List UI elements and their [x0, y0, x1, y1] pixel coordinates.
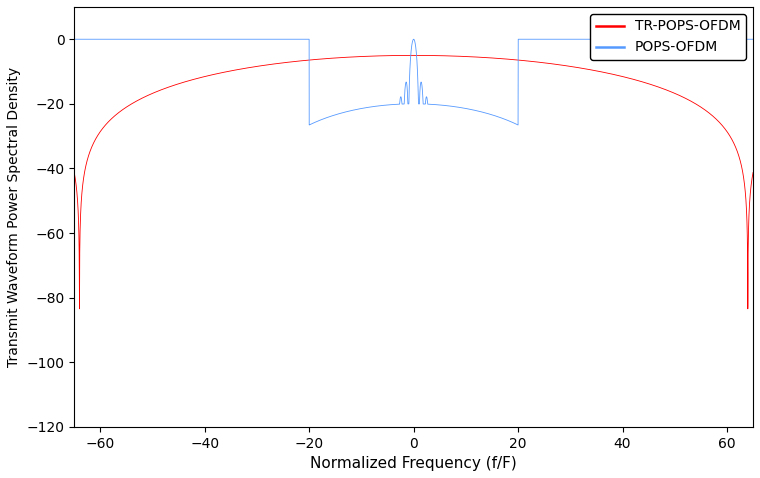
Y-axis label: Transmit Waveform Power Spectral Density: Transmit Waveform Power Spectral Density — [7, 67, 21, 367]
X-axis label: Normalized Frequency (f/F): Normalized Frequency (f/F) — [310, 456, 517, 471]
POPS-OFDM — [104, 36, 113, 42]
TR-POPS-OFDM — [315, 56, 325, 62]
POPS-OFDM — [501, 117, 510, 122]
POPS-OFDM — [749, 36, 758, 42]
Line: POPS-OFDM: POPS-OFDM — [74, 39, 753, 125]
POPS-OFDM — [610, 36, 619, 42]
Line: TR-POPS-OFDM: TR-POPS-OFDM — [74, 55, 753, 309]
POPS-OFDM — [315, 117, 325, 123]
TR-POPS-OFDM — [501, 56, 510, 62]
TR-POPS-OFDM — [409, 53, 418, 58]
TR-POPS-OFDM — [104, 119, 113, 125]
TR-POPS-OFDM — [743, 306, 752, 312]
TR-POPS-OFDM — [70, 170, 79, 175]
POPS-OFDM — [573, 36, 582, 42]
Legend: TR-POPS-OFDM, POPS-OFDM: TR-POPS-OFDM, POPS-OFDM — [591, 14, 746, 60]
TR-POPS-OFDM — [749, 170, 758, 175]
TR-POPS-OFDM — [610, 72, 619, 77]
POPS-OFDM — [70, 36, 79, 42]
POPS-OFDM — [471, 108, 480, 113]
TR-POPS-OFDM — [573, 65, 582, 70]
TR-POPS-OFDM — [471, 54, 480, 60]
POPS-OFDM — [514, 122, 523, 128]
